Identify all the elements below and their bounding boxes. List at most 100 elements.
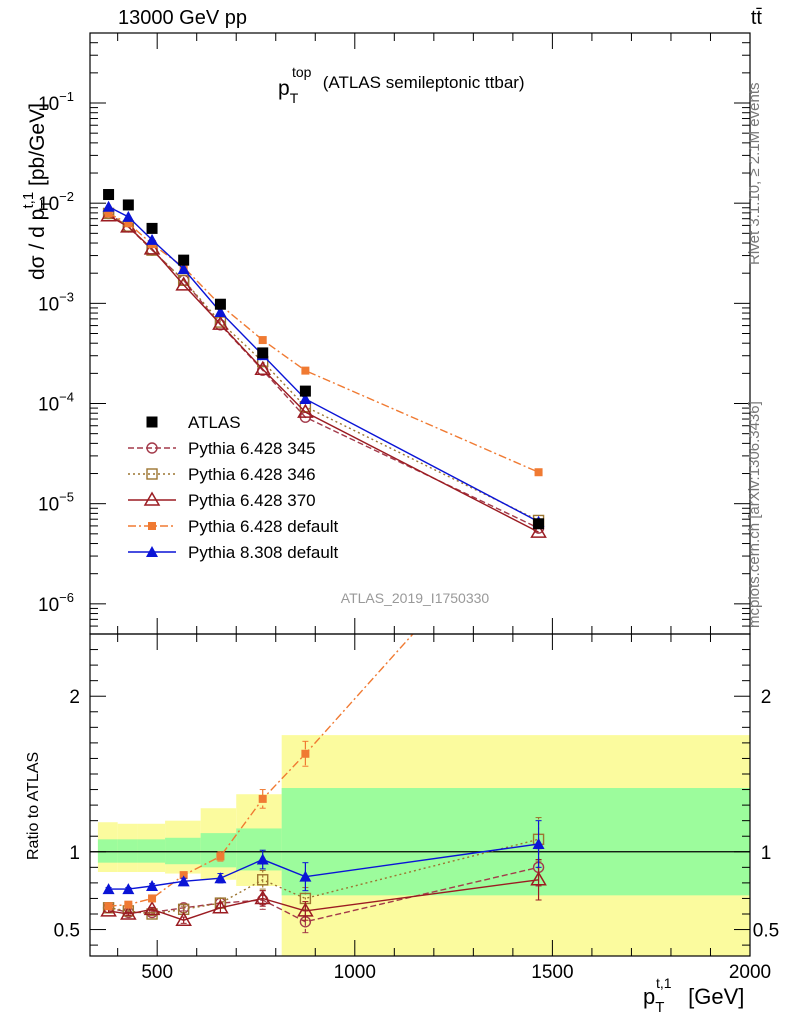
series-line-1 <box>108 212 539 529</box>
series-line-3 <box>108 215 539 533</box>
legend-entry: ATLAS <box>146 413 241 432</box>
band-inner-bin <box>281 788 750 896</box>
legend-marker <box>146 546 158 557</box>
ratio-5-point <box>102 883 115 895</box>
legend-marker <box>146 468 158 480</box>
band-inner-bin <box>97 839 118 863</box>
legend-marker <box>146 442 158 454</box>
x-tick-label: 1000 <box>334 962 376 983</box>
ratio-4-point <box>216 852 225 861</box>
legend-entry: Pythia 8.308 default <box>128 543 339 562</box>
ratio-2-point <box>257 874 269 886</box>
legend: ATLAS Pythia 6.428 345 Pythia 6.428 346 Pyt… <box>128 413 339 562</box>
ratio-4-point <box>179 871 188 880</box>
data-point <box>299 385 311 397</box>
legend-marker <box>146 416 158 428</box>
ratio-3-point <box>254 889 272 905</box>
rivet-version-label: Rivet 3.1.10, ≥ 2.1M events <box>746 82 763 266</box>
ratio-5-point <box>146 880 159 891</box>
ratio-y-tick-label: 0.5 <box>54 921 80 942</box>
ratio-3-point <box>143 900 161 916</box>
ratio-3-point <box>175 911 192 926</box>
y-tick-label: 10−2 <box>38 189 74 215</box>
ratio-panel: 0.5 0.5 1 1 2 2 500 1000 1500 2000 Ratio to ATLAS… <box>25 490 779 1016</box>
series-line-2 <box>108 212 539 522</box>
ratio-5-point <box>256 853 269 865</box>
ratio-3-point <box>530 871 547 886</box>
series-5-point <box>122 210 135 222</box>
series-3-point <box>297 403 314 418</box>
ratio-3-point <box>120 905 137 920</box>
ratio-y-tick-label-right: 0.5 <box>753 921 779 942</box>
legend-marker <box>143 491 161 506</box>
series-4-point <box>301 366 310 375</box>
y-tick-label: 10−6 <box>38 590 74 616</box>
main-panel: 10−6 10−5 10−4 10−3 10−2 10−1 pTtop (ATLAS se… <box>20 32 751 635</box>
legend-label: Pythia 8.308 default <box>188 543 339 562</box>
x-axis-label: pTt,1 [GeV] <box>643 975 744 1016</box>
data-point <box>178 254 190 266</box>
band-inner-bin <box>165 837 201 865</box>
data-point <box>103 189 115 201</box>
legend-label: Pythia 6.428 345 <box>188 439 316 458</box>
ratio-5-point <box>214 872 227 884</box>
ratio-plot-area <box>90 490 750 956</box>
ratio-5-point <box>532 838 545 849</box>
ratio-y-tick-label: 1 <box>69 843 80 864</box>
band-inner-bin <box>117 839 138 863</box>
legend-label: ATLAS <box>188 413 241 432</box>
y-tick-label: 10−1 <box>38 89 74 115</box>
series-3-point <box>175 276 192 291</box>
legend-entry: Pythia 6.428 345 <box>128 439 316 458</box>
legend-entry: Pythia 6.428 370 <box>128 491 316 510</box>
series-3-point <box>212 315 229 330</box>
ratio-line-5 <box>108 843 539 890</box>
ratio-line-2 <box>108 838 539 915</box>
series-4-point <box>124 219 133 228</box>
ratio-4-point <box>124 900 133 909</box>
ratio-4-point <box>535 490 543 498</box>
x-tick-label: 2000 <box>729 962 771 983</box>
ratio-5-point <box>122 883 135 895</box>
plot-title: pTtop (ATLAS semileptonic ttbar) <box>278 64 525 106</box>
series-4-point <box>258 336 267 345</box>
series-5-point <box>146 233 159 245</box>
series-line-4 <box>108 212 539 473</box>
series-5-point <box>102 200 115 212</box>
process-label: tt̄ <box>751 7 763 29</box>
series-5-point <box>177 263 190 275</box>
data-point <box>257 347 269 359</box>
legend-marker <box>148 522 156 530</box>
main-y-axis: 10−6 10−5 10−4 10−3 10−2 10−1 <box>38 32 751 635</box>
energy-label: 13000 GeV pp <box>118 7 247 29</box>
band-inner-bin <box>200 833 237 868</box>
ratio-y-tick-label-right: 1 <box>761 843 772 864</box>
ratio-4-point <box>104 902 113 911</box>
series-4-point <box>104 209 113 218</box>
legend-label: Pythia 6.428 370 <box>188 491 316 510</box>
ratio-y-axis-label: Ratio to ATLAS <box>25 752 42 860</box>
y-tick-label: 10−4 <box>38 390 74 416</box>
ratio-y-tick-label-right: 2 <box>761 687 772 708</box>
ratio-3-point <box>212 899 229 914</box>
ratio-3-point <box>297 902 314 917</box>
data-point <box>533 518 545 530</box>
series-5-point <box>299 392 312 404</box>
ratio-4-point <box>258 794 267 803</box>
legend-entry: Pythia 6.428 default <box>128 517 339 536</box>
band-inner-bin <box>137 839 166 863</box>
y-tick-label: 10−3 <box>38 289 74 315</box>
data-point <box>214 298 226 310</box>
series-3-point <box>530 523 547 538</box>
analysis-watermark: ATLAS_2019_I1750330 <box>341 590 490 606</box>
ratio-4-point <box>148 894 157 903</box>
ratio-frame <box>89 633 751 957</box>
data-point <box>122 199 134 211</box>
main-y-axis-label: dσ / d pTt,1 [pb/GeV] <box>20 103 55 280</box>
ratio-line-1 <box>108 866 539 923</box>
series-5-point <box>214 305 227 317</box>
ratio-4-point <box>301 749 310 758</box>
legend-label: Pythia 6.428 default <box>188 517 339 536</box>
data-point <box>146 222 158 234</box>
